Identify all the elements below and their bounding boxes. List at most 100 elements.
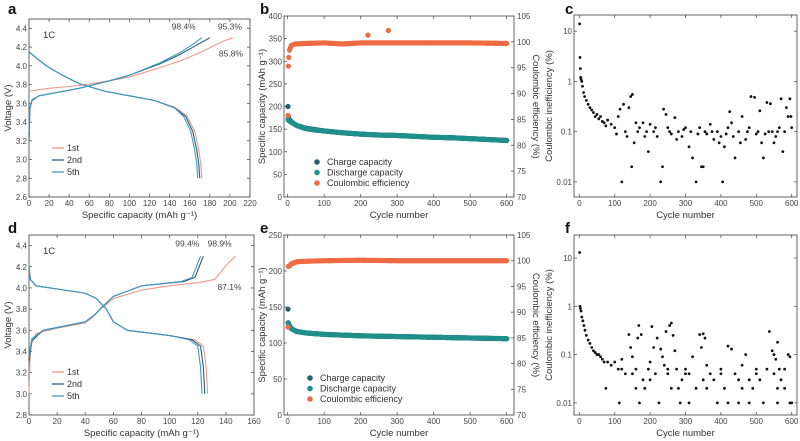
x-tick-label: 600 [785,199,799,208]
x-axis-label: Cycle number [370,428,429,439]
efficiency-annotation: 87.1% [217,282,242,292]
data-point [737,378,740,382]
y-tick-label: 3.6 [16,326,28,335]
data-point [719,372,723,376]
x-tick-label: 120 [143,199,157,208]
y-tick-label: 400 [269,12,283,21]
data-point [592,349,595,353]
data-point [694,180,698,184]
x-tick-label: 40 [81,417,90,426]
y-tick-label: 4.2 [16,43,28,52]
data-point [765,101,769,104]
data-point [770,349,774,353]
data-point [613,126,617,130]
data-point [749,95,753,98]
data-point [673,349,677,353]
y2-tick-label: 75 [517,385,526,394]
x-tick-label: 200 [643,199,657,208]
data-point [774,135,778,138]
data-point [627,106,631,110]
x-tick-label: 100 [317,199,331,208]
data-point [609,122,613,126]
data-point [767,330,771,333]
data-point [712,138,716,141]
y-tick-label: 0.1 [561,351,573,360]
data-point-discharge [504,336,510,342]
data-point [584,333,588,337]
data-point [786,115,790,118]
data-point [669,321,673,325]
data-point-ce [285,324,291,330]
data-point [652,346,656,349]
data-point-ce [286,54,292,60]
y2-tick-label: 100 [517,257,531,266]
data-point [701,332,705,336]
y-tick-label: 0.1 [561,128,573,137]
outlier-point [365,32,371,38]
data-point [590,108,594,112]
data-point [788,355,792,359]
legend-label: Charge capacity [320,373,386,383]
data-point [708,122,712,126]
data-point [583,95,587,98]
data-point-charge [285,103,291,110]
data-point [616,115,620,118]
y-tick-label: 0 [278,193,283,202]
data-point [733,156,737,160]
legend-label: Coulombic efficiency [327,178,410,188]
rate-label: 1C [43,30,55,41]
plot-frame [28,18,251,198]
y2-tick-label: 70 [517,411,526,420]
panel-e: e 0 100 200 300 400 500 600 0 50 100 150 200 250 70 75 8… [257,220,541,439]
legend-marker [314,169,320,176]
x-tick-label: 140 [219,417,233,426]
data-point [703,336,707,340]
efficiency-annotation: 99.4% [175,239,200,249]
data-point [582,324,586,327]
data-point [783,367,787,371]
x-tick-label: 400 [427,199,441,208]
legend-label: 2nd [67,379,82,389]
data-point [578,307,582,310]
y-tick-label: 100 [269,148,283,157]
data-point [623,372,627,376]
legend-marker [314,180,320,186]
data-point [770,130,774,134]
data-point [613,360,617,364]
y2-axis-label: Coulombic efficiency (%) [530,273,541,377]
data-point [654,372,657,376]
legend-marker [307,396,313,402]
panel-label: b [260,1,269,18]
data-point [631,355,634,359]
plot-frame [283,234,515,416]
curve-2nd-discharge [28,266,206,394]
data-point [747,401,751,405]
x-tick-label: 0 [577,417,582,426]
y-tick-label: 250 [269,80,283,89]
data-point [643,386,647,390]
y2-axis-label: Coulombic efficiency (%) [530,54,541,158]
data-point [669,386,673,390]
x-tick-label: 100 [608,417,622,426]
y-tick-label: 3.4 [16,118,28,127]
panel-a: a 0 20 40 60 80 100 120 140 160 180 200 220 2.6 2.8 3.0… [3,1,257,221]
data-point-ce [504,258,510,264]
x-tick-label: 20 [45,199,54,208]
data-point [580,80,584,83]
y-tick-label: 100 [269,339,283,348]
data-point [637,324,641,327]
data-point [705,132,709,136]
legend-label: 5th [67,391,80,401]
data-point [680,135,684,138]
data-point [666,372,670,376]
x-tick-label: 160 [183,199,197,208]
data-point [654,126,657,130]
x-tick-label: 80 [137,417,146,426]
y-tick-label: 1 [568,77,573,86]
x-tick-label: 100 [317,417,331,426]
y-tick-label: 3.8 [16,81,28,90]
y2-tick-label: 105 [517,231,531,240]
y-axis-label: Coulombic inefficiency (%) [544,50,555,162]
data-point [719,367,723,371]
data-point [744,353,748,356]
